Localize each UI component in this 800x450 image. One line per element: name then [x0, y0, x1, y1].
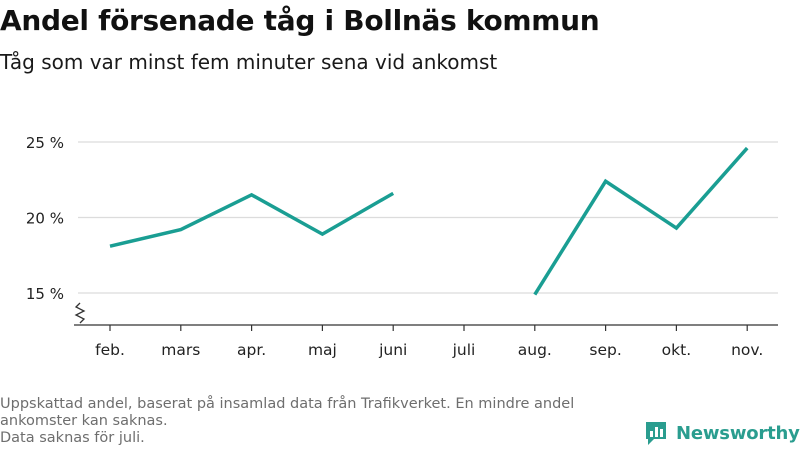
series-line-segment: [109, 191, 395, 248]
footnote-source: Uppskattad andel, baserat på insamlad da…: [0, 396, 575, 429]
x-tick-label: okt.: [662, 341, 691, 359]
x-tick-label: sep.: [589, 341, 621, 359]
axes: [74, 302, 778, 331]
brand-name: Newsworthy: [676, 422, 800, 444]
x-tick-label: juni: [378, 341, 407, 359]
footnote: Uppskattad andel, baserat på insamlad da…: [0, 396, 640, 447]
series-lines: [109, 146, 749, 296]
y-tick-label: 20 %: [26, 210, 64, 228]
x-tick-label: aug.: [518, 341, 552, 359]
y-tick-label: 15 %: [26, 285, 64, 303]
y-tick-label: 25 %: [26, 134, 64, 152]
gridlines: [78, 141, 778, 294]
x-tick-label: nov.: [731, 341, 763, 359]
footnote-missing-data: Data saknas för juli.: [0, 430, 145, 446]
series-line-segment: [533, 146, 749, 296]
x-tick-label: apr.: [237, 341, 266, 359]
newsworthy-logo-icon: [646, 422, 666, 445]
x-tick-label: feb.: [95, 341, 125, 359]
y-tick-labels: 15 % 20 % 25 %: [26, 134, 64, 303]
chart-title: Andel försenade tåg i Bollnäs kommun: [0, 4, 600, 37]
chart-subtitle: Tåg som var minst fem minuter sena vid a…: [0, 50, 498, 74]
x-tick-label: maj: [308, 341, 337, 359]
y-axis-break-icon: [74, 302, 86, 324]
x-tick-label: mars: [161, 341, 200, 359]
x-tick-label: juli: [452, 341, 476, 359]
brand-logo: Newsworthy: [644, 420, 800, 446]
x-tick-labels: feb. mars apr. maj juni juli aug. sep. okt. nov.: [95, 341, 763, 359]
